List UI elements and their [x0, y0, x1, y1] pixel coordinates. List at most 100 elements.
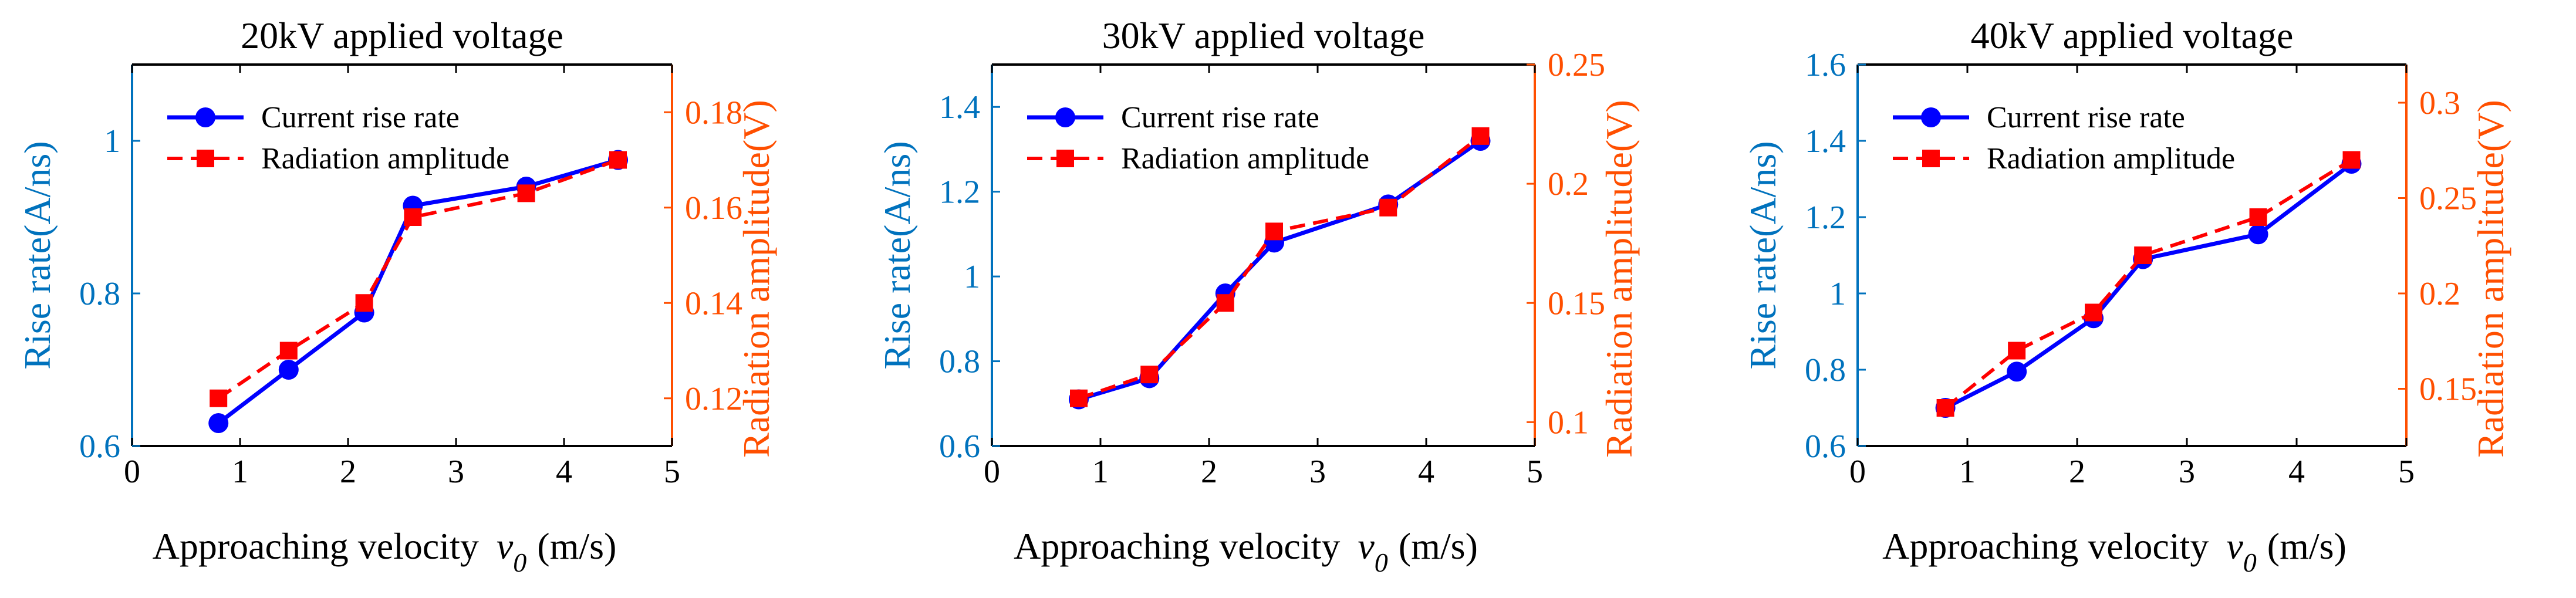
- x-tick-label: 1: [232, 454, 248, 490]
- legend-rise-rate-label: Current rise rate: [1121, 101, 1319, 134]
- right-y-tick-label: 0.2: [2419, 276, 2460, 312]
- x-tick-label: 5: [2398, 454, 2415, 490]
- x-tick-label: 3: [448, 454, 464, 490]
- rise-rate-point: [2248, 224, 2268, 245]
- x-tick-label: 3: [2179, 454, 2195, 490]
- left-y-tick-label: 0.6: [939, 428, 980, 465]
- radiation-point: [517, 184, 535, 202]
- legend-radiation-marker: [197, 150, 214, 167]
- radiation-series-line: [1944, 158, 2353, 410]
- left-y-tick-label: 0.8: [939, 344, 980, 380]
- legend-radiation-marker: [1922, 150, 1940, 167]
- x-axis-label: Approaching velocity v0 (m/s): [1014, 525, 1478, 577]
- x-tick-label: 4: [556, 454, 572, 490]
- radiation-point: [1140, 366, 1159, 384]
- left-y-tick-label: 1: [104, 123, 120, 160]
- x-tick-label: 0: [984, 454, 1000, 490]
- x-axis-label-subscript: 0: [513, 548, 526, 577]
- x-tick-label: 2: [340, 454, 356, 490]
- radiation-series-line: [217, 158, 619, 400]
- left-y-tick-label: 0.6: [79, 428, 120, 465]
- radiation-point: [2008, 342, 2026, 360]
- legend-radiation-label: Radiation amplitude: [1121, 142, 1369, 175]
- x-tick-label: 1: [1092, 454, 1109, 490]
- x-axis-label-unit: (m/s): [2267, 525, 2347, 567]
- left-y-tick-label: 1.2: [1805, 200, 1846, 236]
- chart-title: 30kV applied voltage: [1102, 15, 1425, 56]
- right-y-tick-label: 0.25: [2419, 181, 2477, 217]
- legend: Current rise rate Radiation amplitude: [1893, 101, 2235, 175]
- right-y-axis-label: Radiation amplitude(V): [1598, 100, 1640, 458]
- radiation-point: [2249, 208, 2267, 226]
- right-y-tick-label: 0.15: [2419, 371, 2477, 408]
- x-axis-label: Approaching velocity v0 (m/s): [1882, 525, 2347, 577]
- left-y-tick-label: 1.4: [939, 89, 980, 126]
- rise-rate-series-line: [1078, 139, 1482, 401]
- radiation-point: [2085, 303, 2103, 322]
- radiation-point: [210, 389, 228, 407]
- legend-rise-rate-label: Current rise rate: [261, 101, 460, 134]
- right-y-axis-label: Radiation amplitude(V): [2470, 100, 2511, 458]
- radiation-point: [1936, 399, 1954, 417]
- right-y-tick-label: 0.12: [685, 381, 742, 417]
- x-axis-label-prefix: Approaching velocity: [153, 525, 479, 567]
- x-tick-label: 2: [1201, 454, 1217, 490]
- chart-title: 20kV applied voltage: [241, 15, 563, 56]
- x-tick-label: 4: [2288, 454, 2305, 490]
- x-axis-label-symbol: v: [1358, 525, 1375, 567]
- legend: Current rise rate Radiation amplitude: [1027, 101, 1369, 175]
- x-tick-label: 1: [1959, 454, 1976, 490]
- x-axis-label-symbol: v: [2226, 525, 2243, 567]
- legend-radiation-label: Radiation amplitude: [261, 142, 509, 175]
- radiation-point: [1070, 389, 1088, 407]
- right-y-tick-label: 0.16: [685, 190, 742, 227]
- radiation-point: [1471, 127, 1490, 145]
- legend-rise-rate-marker: [195, 107, 215, 127]
- x-axis-label-prefix: Approaching velocity: [1882, 525, 2209, 567]
- legend: Current rise rate Radiation amplitude: [167, 101, 509, 175]
- radiation-series-line: [1078, 134, 1482, 400]
- rise-rate-series-line: [1944, 162, 2353, 410]
- legend-rise-rate-marker: [1921, 107, 1941, 127]
- rise-rate-point: [278, 360, 299, 380]
- x-axis-label-unit: (m/s): [1399, 525, 1478, 567]
- left-y-tick-label: 1.2: [939, 174, 980, 211]
- x-axis-label-symbol: v: [497, 525, 514, 567]
- legend-radiation-marker: [1056, 150, 1074, 167]
- right-y-axis-label: Radiation amplitude(V): [735, 100, 777, 458]
- left-y-tick-label: 0.8: [1805, 352, 1846, 388]
- x-tick-label: 5: [664, 454, 680, 490]
- radiation-point: [279, 342, 298, 360]
- radiation-point: [1379, 198, 1397, 217]
- right-y-tick-label: 0.2: [1548, 166, 1589, 202]
- left-y-axis-label: Rise rate(A/ns): [16, 141, 58, 369]
- legend-rise-rate-marker: [1055, 107, 1075, 127]
- x-axis-label: Approaching velocity v0 (m/s): [153, 525, 617, 577]
- rise-rate-point: [2007, 361, 2027, 382]
- legend-radiation-label: Radiation amplitude: [1987, 142, 2235, 175]
- left-y-tick-label: 1: [964, 259, 980, 295]
- radiation-point: [2134, 246, 2152, 264]
- x-axis-label-prefix: Approaching velocity: [1014, 525, 1340, 567]
- radiation-point: [2342, 151, 2361, 169]
- radiation-point: [355, 294, 373, 312]
- x-axis-label-subscript: 0: [1375, 548, 1388, 577]
- x-axis-label-unit: (m/s): [537, 525, 616, 567]
- radiation-point: [1216, 294, 1234, 312]
- chart-panel-3: 40kV applied voltage 0 1 2 3 4 5 0.6 0.8 1 1.2 1.4 1…: [1742, 15, 2511, 577]
- left-y-tick-label: 1.6: [1805, 47, 1846, 83]
- x-axis-label-subscript: 0: [2243, 548, 2257, 577]
- rise-rate-point: [208, 413, 229, 433]
- right-y-tick-label: 0.3: [2419, 85, 2460, 121]
- chart-panel-1: 20kV applied voltage 0 1 2 3 4 5 0.6 0.8 1 0.12 0.1…: [16, 15, 777, 577]
- radiation-point: [1265, 222, 1283, 241]
- right-y-tick-label: 0.25: [1548, 47, 1605, 83]
- right-y-tick-label: 0.18: [685, 94, 742, 131]
- right-y-tick-label: 0.15: [1548, 285, 1605, 322]
- left-y-tick-label: 0.8: [79, 276, 120, 312]
- right-y-tick-label: 0.14: [685, 285, 742, 322]
- left-y-tick-label: 1: [1829, 276, 1846, 312]
- left-y-axis-label: Rise rate(A/ns): [1742, 141, 1784, 369]
- x-tick-label: 5: [1527, 454, 1543, 490]
